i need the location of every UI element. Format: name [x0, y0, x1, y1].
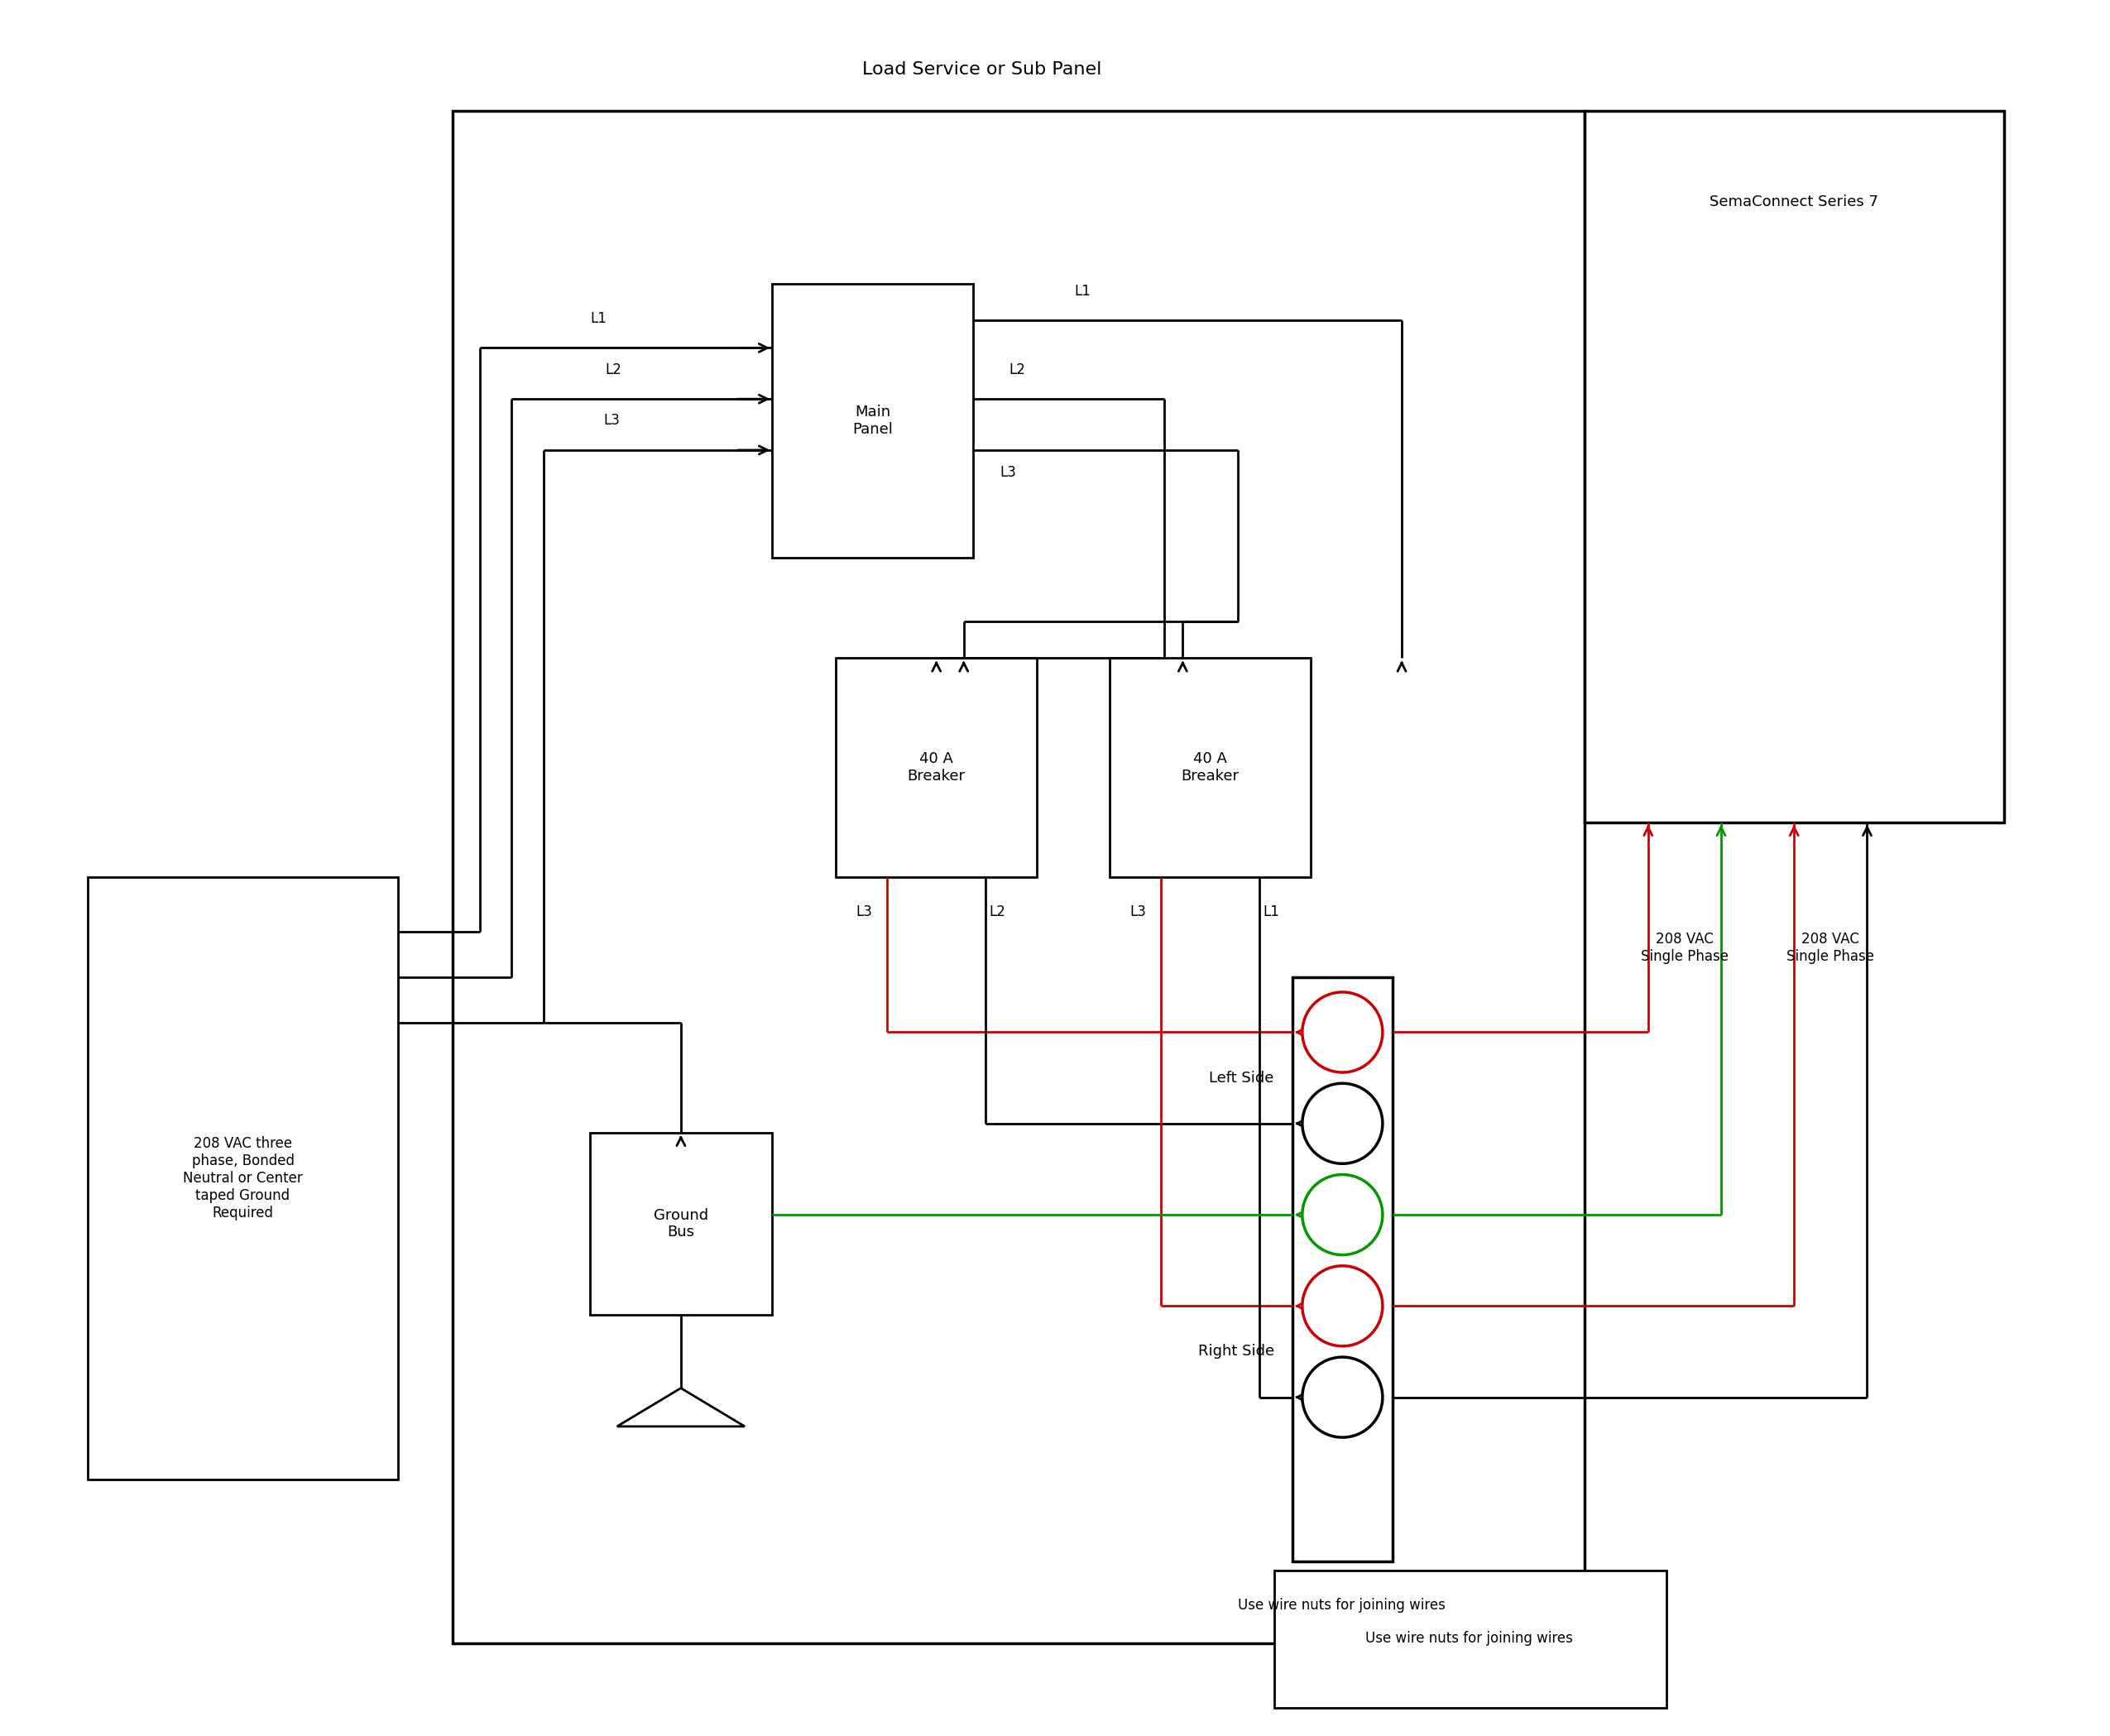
- Text: L1: L1: [1074, 283, 1091, 299]
- Bar: [1585, 111, 2004, 823]
- Text: L1: L1: [591, 311, 608, 326]
- Circle shape: [1302, 1083, 1382, 1163]
- Text: L3: L3: [857, 904, 874, 920]
- Bar: [1274, 1571, 1667, 1708]
- Text: 208 VAC three
phase, Bonded
Neutral or Center
taped Ground
Required: 208 VAC three phase, Bonded Neutral or C…: [184, 1137, 304, 1220]
- Text: L3: L3: [603, 413, 620, 429]
- Text: 40 A
Breaker: 40 A Breaker: [907, 752, 966, 783]
- Text: 208 VAC
Single Phase: 208 VAC Single Phase: [1787, 932, 1874, 963]
- Text: L2: L2: [990, 904, 1006, 920]
- Text: Load Service or Sub Panel: Load Service or Sub Panel: [863, 61, 1101, 78]
- Text: L2: L2: [606, 363, 622, 377]
- Text: Use wire nuts for joining wires: Use wire nuts for joining wires: [1239, 1597, 1445, 1613]
- Text: SemaConnect Series 7: SemaConnect Series 7: [1709, 194, 1878, 210]
- Bar: [89, 877, 399, 1479]
- Circle shape: [1302, 991, 1382, 1073]
- Text: L1: L1: [1264, 904, 1279, 920]
- Text: Use wire nuts for joining wires: Use wire nuts for joining wires: [1365, 1630, 1574, 1646]
- Circle shape: [1302, 1266, 1382, 1345]
- Circle shape: [1302, 1175, 1382, 1255]
- Circle shape: [1302, 1358, 1382, 1437]
- Bar: [772, 285, 973, 557]
- Bar: [454, 111, 1585, 1644]
- Text: L3: L3: [1000, 465, 1017, 479]
- Bar: [836, 658, 1036, 877]
- Text: L3: L3: [1129, 904, 1146, 920]
- Text: Left Side: Left Side: [1209, 1071, 1274, 1085]
- Text: L2: L2: [1009, 363, 1025, 377]
- Bar: [1291, 977, 1393, 1561]
- Text: 208 VAC
Single Phase: 208 VAC Single Phase: [1642, 932, 1728, 963]
- Bar: [589, 1132, 772, 1316]
- Text: Ground
Bus: Ground Bus: [654, 1208, 709, 1240]
- Bar: [1110, 658, 1310, 877]
- Text: 40 A
Breaker: 40 A Breaker: [1182, 752, 1239, 783]
- Text: Right Side: Right Side: [1198, 1344, 1274, 1359]
- Text: Main
Panel: Main Panel: [852, 404, 893, 437]
